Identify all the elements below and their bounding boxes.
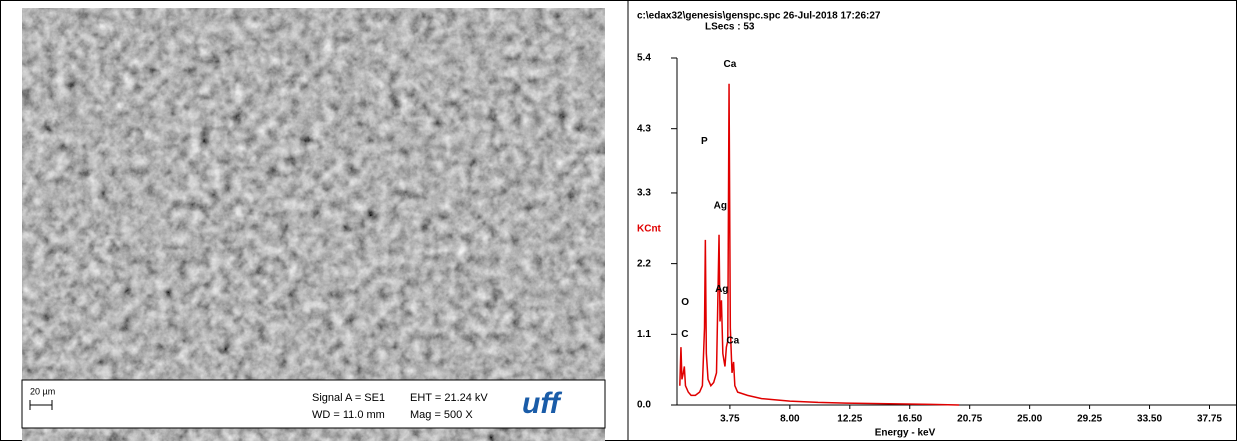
- spectrum-header: c:\edax32\genesis\genspc.spc 26-Jul-2018…: [637, 11, 881, 22]
- y-tick-label: 1.1: [637, 329, 651, 340]
- eht: EHT = 21.24 kV: [410, 392, 488, 404]
- peak-label: C: [681, 329, 688, 340]
- logo: uff: [522, 387, 563, 420]
- peak-label: P: [701, 136, 708, 147]
- y-tick-label: 2.2: [637, 258, 651, 269]
- x-tick-label: 33.50: [1137, 414, 1162, 425]
- y-tick-label: 0.0: [637, 400, 651, 411]
- scale-label: 20 µm: [30, 386, 55, 396]
- x-tick-label: 8.00: [780, 414, 800, 425]
- signal: Signal A = SE1: [312, 392, 385, 404]
- y-tick-label: 5.4: [637, 53, 651, 64]
- page: 20 µm Signal A = SE1 EHT = 21.24 kV WD =…: [0, 0, 1237, 441]
- y-axis-label: KCnt: [637, 224, 662, 235]
- peak-label: Ca: [726, 335, 739, 346]
- x-axis-label: Energy - keV: [875, 428, 936, 439]
- x-tick-label: 20.75: [957, 414, 982, 425]
- x-tick-label: 16.50: [897, 414, 922, 425]
- x-tick-label: 12.25: [837, 414, 862, 425]
- x-tick-label: 37.75: [1197, 414, 1222, 425]
- y-tick-label: 4.3: [637, 123, 651, 134]
- peak-label: Ca: [724, 59, 737, 70]
- live-seconds: LSecs : 53: [705, 22, 755, 33]
- x-tick-label: 3.75: [720, 414, 740, 425]
- wd: WD = 11.0 mm: [312, 409, 385, 421]
- figure: 20 µm Signal A = SE1 EHT = 21.24 kV WD =…: [0, 0, 1237, 441]
- mag: Mag = 500 X: [410, 409, 473, 421]
- x-tick-label: 25.00: [1017, 414, 1042, 425]
- spectrum-line: [680, 84, 959, 405]
- peak-label: Ag: [715, 284, 728, 295]
- sem-image: [22, 8, 605, 441]
- peak-label: O: [681, 297, 689, 308]
- x-tick-label: 29.25: [1077, 414, 1102, 425]
- peak-label: Ag: [714, 200, 727, 211]
- y-tick-label: 3.3: [637, 188, 651, 199]
